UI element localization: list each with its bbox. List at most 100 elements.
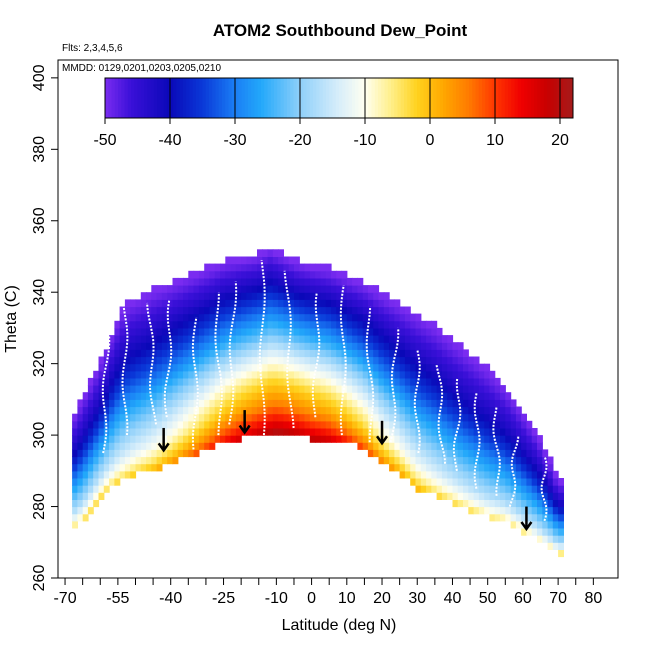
heatmap-cell [500, 470, 506, 479]
heatmap-cell [367, 356, 374, 365]
heatmap-cell [352, 335, 358, 343]
heatmap-cell [331, 399, 337, 408]
heatmap-cell [441, 485, 448, 493]
heatmap-cell [146, 349, 152, 358]
heatmap-cell [288, 335, 295, 343]
heatmap-cell [299, 335, 306, 343]
heatmap-cell [177, 277, 184, 286]
heatmap-cell [257, 263, 263, 272]
heatmap-cell [267, 285, 274, 293]
heatmap-cell [135, 456, 142, 465]
heatmap-cell [415, 363, 422, 372]
heatmap-cell [415, 335, 422, 343]
heatmap-cell [135, 463, 142, 472]
heatmap-cell [420, 356, 427, 365]
heatmap-cell [352, 299, 358, 308]
heatmap-cell [457, 470, 464, 479]
heatmap-cell [552, 520, 559, 529]
heatmap-cell [436, 442, 443, 450]
heatmap-cell [235, 406, 242, 415]
heatmap-cell [294, 377, 300, 386]
heatmap-cell [468, 363, 475, 372]
heatmap-cell [399, 456, 406, 465]
heatmap-cell [452, 485, 459, 493]
heatmap-cell [436, 363, 443, 372]
heatmap-cell [420, 420, 427, 429]
heatmap-cell [415, 478, 422, 486]
heatmap-cell [272, 270, 279, 279]
colorbar-tick-label: -30 [223, 132, 246, 149]
colorbar-segment [404, 78, 408, 118]
heatmap-cell [167, 349, 174, 358]
heatmap-cell [262, 385, 269, 393]
heatmap-cell [209, 420, 216, 429]
heatmap-cell [257, 306, 263, 315]
x-axis: -70 -55 -40 -25 -10 0 10 20 30 40 50 60 70 80 [53, 578, 602, 607]
heatmap-cell [463, 413, 469, 422]
heatmap-cell [209, 277, 216, 286]
heatmap-cell [399, 356, 406, 365]
heatmap-cell [478, 385, 485, 393]
heatmap-cell [283, 385, 290, 393]
heatmap-cell [109, 342, 115, 350]
heatmap-cell [135, 299, 142, 308]
heatmap-cell [161, 299, 168, 308]
heatmap-cell [441, 492, 448, 500]
heatmap-cell [494, 385, 501, 393]
heatmap-cell [399, 435, 406, 443]
heatmap-cell [172, 385, 179, 393]
heatmap-cell [299, 349, 306, 358]
heatmap-cell [151, 377, 158, 386]
heatmap-cell [394, 349, 401, 358]
heatmap-cell [283, 342, 290, 350]
heatmap-cell [484, 435, 491, 443]
heatmap-cell [198, 428, 205, 436]
heatmap-cell [103, 485, 110, 493]
heatmap-cell [235, 306, 242, 315]
heatmap-cell [241, 299, 247, 308]
heatmap-cell [262, 263, 269, 272]
heatmap-cell [257, 270, 263, 279]
heatmap-cell [278, 249, 284, 257]
heatmap-cell [188, 277, 195, 286]
colorbar-segment [482, 78, 486, 118]
colorbar-segment [462, 78, 467, 118]
heatmap-cell [452, 420, 459, 429]
heatmap-cell [172, 392, 179, 400]
heatmap-cell [241, 292, 247, 300]
heatmap-cell [267, 335, 274, 343]
heatmap-cell [436, 327, 443, 336]
heatmap-cell [473, 478, 480, 486]
heatmap-cell [156, 406, 163, 415]
heatmap-cell [394, 442, 401, 450]
heatmap-cell [294, 327, 300, 336]
heatmap-cell [183, 285, 189, 293]
heatmap-cell [119, 420, 126, 429]
heatmap-cell [352, 342, 358, 350]
heatmap-cell [336, 406, 343, 415]
mmdd-annotation: MMDD: 0129,0201,0203,0205,0210 [62, 63, 221, 74]
heatmap-cell [135, 420, 142, 429]
heatmap-cell [383, 306, 390, 315]
heatmap-cell [484, 485, 491, 493]
heatmap-cell [193, 320, 200, 329]
heatmap-cell [220, 270, 226, 279]
heatmap-cell [204, 327, 211, 336]
heatmap-cell [331, 377, 337, 386]
heatmap-cell [146, 442, 152, 450]
heatmap-cell [404, 463, 411, 472]
heatmap-cell [193, 270, 200, 279]
heatmap-cell [109, 449, 115, 458]
colorbar-segment [355, 78, 359, 118]
heatmap-cell [209, 306, 216, 315]
heatmap-cell [214, 263, 221, 272]
heatmap-cell [278, 299, 284, 308]
heatmap-cell [156, 285, 163, 293]
heatmap-cell [198, 370, 205, 379]
heatmap-cell [399, 392, 406, 400]
heatmap-cell [135, 356, 142, 365]
heatmap-cell [447, 428, 454, 436]
heatmap-cell [283, 313, 290, 322]
heatmap-cell [341, 299, 348, 308]
heatmap-cell [214, 342, 221, 350]
